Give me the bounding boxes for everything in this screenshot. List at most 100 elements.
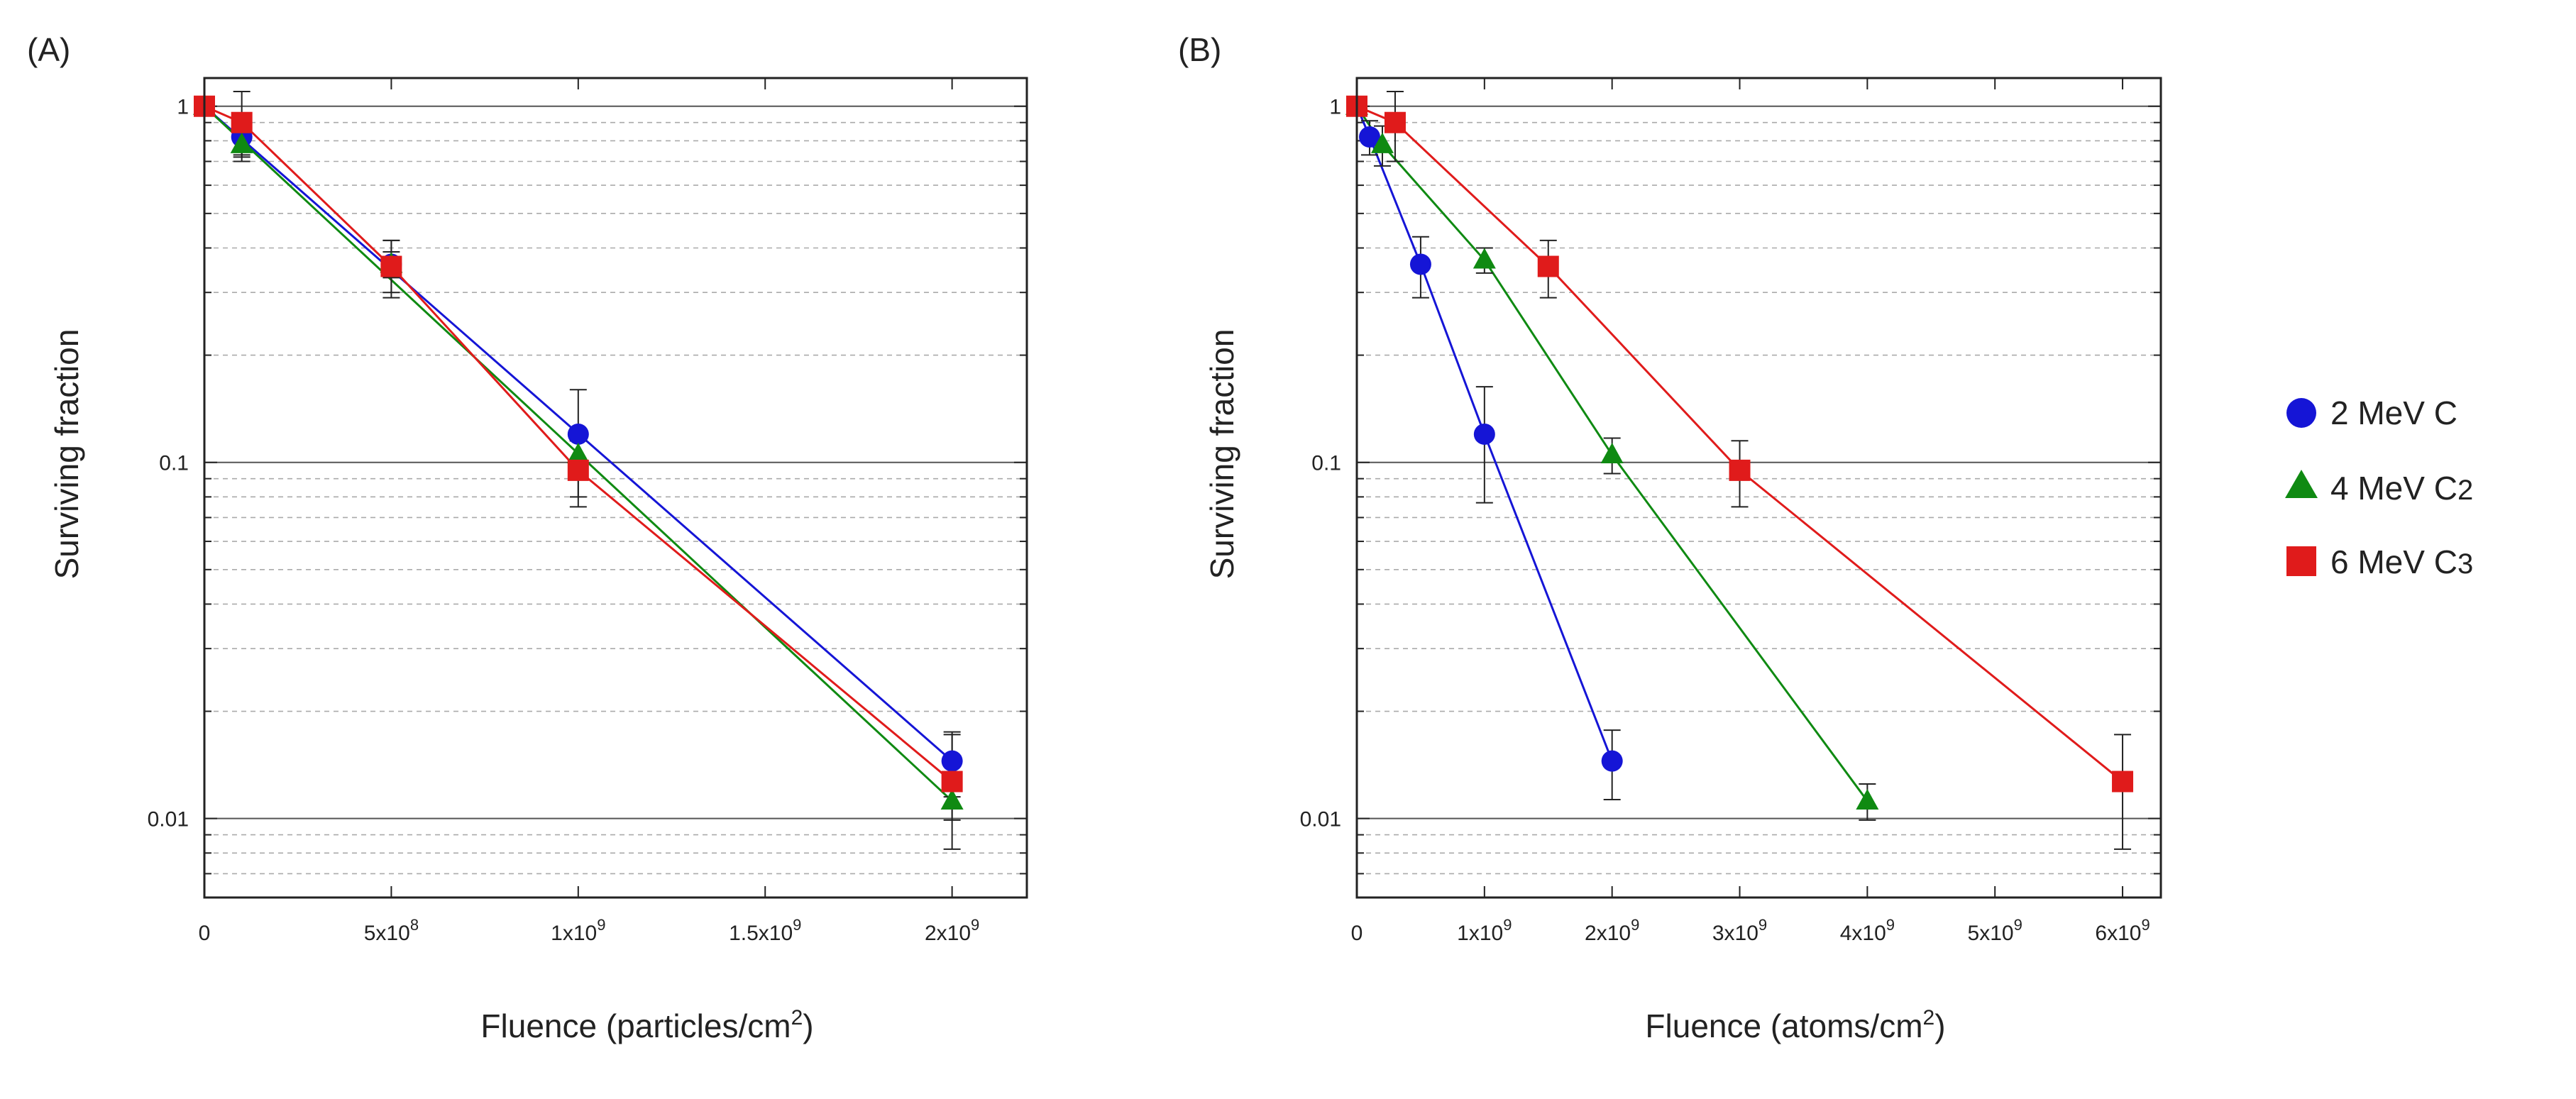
x-tick-label-base: 1x10 — [1457, 922, 1503, 945]
series-group-b — [1345, 90, 2134, 850]
data-point-circle — [1601, 750, 1623, 772]
x-tick-label: 5x108 — [364, 916, 419, 945]
x-tick-label: 0 — [1351, 922, 1363, 945]
x-tick-label-exp: 8 — [410, 916, 419, 934]
legend-item-4mev-c2: 4 MeV C2 — [2285, 470, 2473, 507]
x-tick-label-exp: 9 — [1758, 916, 1767, 934]
x-tick-label-base: 0 — [199, 922, 211, 945]
y-tick-label: 0.01 — [148, 808, 189, 832]
data-point-circle — [1358, 126, 1380, 148]
x-tick-label: 1x109 — [1457, 916, 1512, 945]
data-point-triangle — [1856, 788, 1879, 810]
legend-label-2mev-c-text: 2 MeV C — [2330, 394, 2457, 431]
x-tick-label-base: 0 — [1351, 922, 1363, 945]
data-point-square — [567, 459, 589, 481]
x-tick-label-base: 3x10 — [1712, 922, 1758, 945]
y-axis-label-b: Surviving fraction — [1204, 329, 1240, 580]
x-tick-label: 2x109 — [1585, 916, 1639, 945]
x-axis-label-b-end: ) — [1934, 1007, 1945, 1044]
x-tick-label: 3x109 — [1712, 916, 1767, 945]
x-axis-label-b: Fluence (atoms/cm2) — [1645, 1006, 1945, 1044]
y-tick-label: 0.01 — [1300, 808, 1341, 832]
x-axis-label-b-text: Fluence (atoms/cm — [1645, 1007, 1922, 1044]
x-tick-label-base: 2x10 — [1585, 922, 1631, 945]
x-tick-label-exp: 9 — [597, 916, 605, 934]
x-ticks-a: 0 5x108 1x109 1.5x109 2x109 — [199, 78, 979, 945]
y-tick-label: 0.1 — [1311, 452, 1341, 475]
legend: 2 MeV C 4 MeV C2 6 MeV C3 — [2285, 394, 2473, 580]
x-axis-label-a-sup: 2 — [791, 1006, 803, 1029]
x-tick-label-exp: 9 — [971, 916, 979, 934]
y-axis-label-a: Surviving fraction — [48, 329, 85, 580]
y-ticks-a: 0.01 0.1 1 — [148, 96, 189, 832]
x-tick-label-base: 5x10 — [364, 922, 410, 945]
panel-label-b: (B) — [1178, 31, 1221, 68]
data-point-triangle — [230, 132, 253, 153]
data-point-circle — [1473, 423, 1495, 445]
legend-label-6mev-c3-text: 6 MeV C — [2330, 543, 2457, 580]
x-tick-label: 1.5x109 — [729, 916, 801, 945]
x-axis-label-a-text: Fluence (particles/cm — [480, 1007, 791, 1044]
x-tick-label: 6x109 — [2095, 916, 2150, 945]
x-tick-label-exp: 9 — [793, 916, 801, 934]
x-tick-label: 5x109 — [1968, 916, 2022, 945]
legend-label-2mev-c: 2 MeV C — [2330, 394, 2457, 431]
legend-marker-square — [2286, 546, 2316, 576]
legend-label-6mev-c3-sub: 3 — [2457, 548, 2473, 580]
panel-a: (A) 0 5x108 1x109 1.5x109 2x109 0.010.11 Flu… — [27, 31, 1028, 1044]
data-point-square — [1384, 111, 1406, 133]
legend-label-4mev-c2-sub: 2 — [2457, 475, 2473, 506]
x-tick-label-exp: 9 — [1886, 916, 1895, 934]
x-tick-label-base: 4x10 — [1840, 922, 1886, 945]
x-axis-label-b-sup: 2 — [1923, 1006, 1935, 1029]
plot-frame-b — [1355, 77, 2162, 899]
x-tick-label-exp: 9 — [1631, 916, 1639, 934]
legend-item-6mev-c3: 6 MeV C3 — [2286, 543, 2473, 580]
data-point-square — [2112, 771, 2134, 793]
data-point-square — [231, 111, 253, 133]
y-ticks-b: 0.01 0.1 1 — [1300, 96, 1341, 832]
y-tick-label: 1 — [177, 96, 189, 119]
x-ticks-b: 0 1x109 2x109 3x109 4x109 5x109 6x109 — [1351, 78, 2150, 945]
x-tick-label-exp: 9 — [2141, 916, 2150, 934]
x-tick-label-base: 1.5x10 — [729, 922, 793, 945]
x-tick-label: 1x109 — [551, 916, 605, 945]
data-point-square — [941, 771, 963, 793]
data-point-square — [380, 255, 402, 277]
legend-label-4mev-c2: 4 MeV C2 — [2330, 470, 2473, 507]
x-tick-label: 4x109 — [1840, 916, 1895, 945]
data-point-triangle — [1370, 132, 1394, 153]
data-point-triangle — [1473, 248, 1496, 269]
plot-frame-a — [203, 77, 1028, 899]
data-point-circle — [567, 423, 589, 445]
x-tick-label: 2x109 — [925, 916, 979, 945]
series-group-a — [193, 90, 964, 850]
data-point-square — [1537, 255, 1559, 277]
legend-marker-triangle — [2285, 470, 2318, 498]
legend-item-2mev-c: 2 MeV C — [2286, 394, 2457, 431]
data-point-circle — [941, 750, 963, 772]
x-tick-label-base: 2x10 — [925, 922, 971, 945]
legend-label-4mev-c2-text: 4 MeV C — [2330, 470, 2457, 507]
panel-b: (B) 0 1x109 2x109 3x109 4x109 5x109 6x109 0.01… — [1178, 31, 2162, 1044]
x-tick-label-base: 6x10 — [2095, 922, 2141, 945]
data-point-circle — [1409, 253, 1431, 275]
y-grid-b — [1357, 105, 2161, 898]
y-grid-a — [204, 105, 1027, 898]
x-tick-label-exp: 9 — [1503, 916, 1512, 934]
x-tick-label: 0 — [199, 922, 211, 945]
legend-label-6mev-c3: 6 MeV C3 — [2330, 543, 2473, 580]
data-point-square — [1729, 459, 1751, 481]
data-point-triangle — [566, 443, 590, 464]
y-tick-label: 1 — [1329, 96, 1341, 119]
x-tick-label-base: 5x10 — [1968, 922, 2014, 945]
x-tick-label-base: 1x10 — [551, 922, 597, 945]
y-tick-label: 0.1 — [159, 452, 189, 475]
data-point-triangle — [1600, 443, 1624, 464]
data-point-triangle — [940, 788, 964, 810]
x-tick-label-exp: 9 — [2014, 916, 2022, 934]
panel-label-a: (A) — [27, 31, 70, 68]
x-axis-label-a: Fluence (particles/cm2) — [480, 1006, 813, 1044]
legend-marker-circle — [2286, 398, 2316, 428]
